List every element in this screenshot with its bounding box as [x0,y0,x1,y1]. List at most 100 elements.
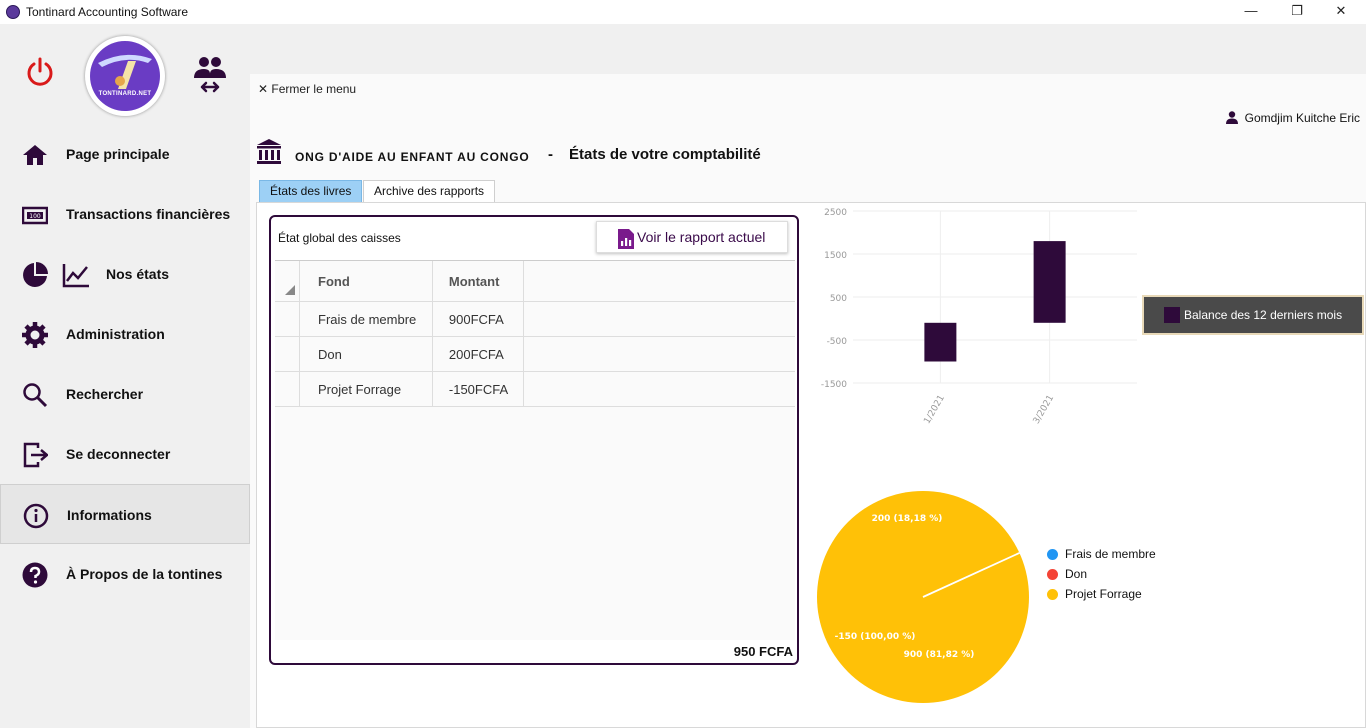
user-name: Gomdjim Kuitche Eric [1244,111,1360,125]
y-tick-label: -500 [827,337,848,347]
pie-chart-legend: Frais de membre Don Projet Forrage [1047,547,1156,607]
y-tick-label: 1500 [824,251,847,261]
sidebar-item-label: Administration [66,326,165,342]
legend-item[interactable]: Projet Forrage [1047,587,1156,607]
funds-pie-chart: 900 (81,82 %) 200 (18,18 %) -150 (100,00 %… [817,491,1029,703]
organization-name: ONG D'AIDE AU ENFANT AU CONGO [295,150,530,164]
switch-users-icon[interactable] [192,54,228,94]
cell-montant[interactable]: 200FCFA [432,336,524,372]
app-icon [6,5,20,19]
table-row[interactable]: Frais de membre 900FCFA [275,301,795,337]
sidebar-item-label: Transactions financières [66,206,231,222]
legend-swatch [1164,307,1180,323]
caisses-grid: Fond Montant Frais de membre 900FCFA [275,260,795,640]
title-bar: Tontinard Accounting Software — ❐ ✕ [0,0,1366,24]
cell-montant[interactable]: 900FCFA [432,301,524,337]
search-icon [23,383,48,408]
heading-separator: - [548,146,553,163]
grid-header-row: Fond Montant [275,261,795,302]
view-report-label: Voir le rapport actuel [637,229,766,245]
row-selector[interactable] [275,371,300,407]
legend-label: Frais de membre [1065,547,1156,561]
pie-chart-icon [23,262,48,287]
sidebar-item-a-propos[interactable]: À Propos de la tontines [0,544,250,604]
main-content: ✕ Fermer le menu Gomdjim Kuitche Eric ON… [250,74,1366,728]
cell-fond[interactable]: Projet Forrage [299,371,433,407]
report-icon [618,229,634,249]
banknote-icon: 100 [22,206,48,225]
cell-montant[interactable]: -150FCFA [432,371,524,407]
pie-slice-divider [922,552,1020,598]
select-all-cell[interactable] [275,261,300,302]
sidebar-item-label: Se deconnecter [66,446,171,462]
bar [924,322,957,362]
window-title: Tontinard Accounting Software [26,5,189,19]
sidebar-item-transactions[interactable]: 100 Transactions financières [0,184,250,244]
cell-fond[interactable]: Don [299,336,433,372]
sidebar-item-page-principale[interactable]: Page principale [0,124,250,184]
caisses-panel: État global des caisses Voir le rapport … [269,215,799,665]
tab-archive-des-rapports[interactable]: Archive des rapports [363,180,496,202]
x-tick-label: 3/2021 [1032,394,1056,426]
logout-icon [23,442,48,468]
cell-fond[interactable]: Frais de membre [299,301,433,337]
line-chart-icon [62,264,89,288]
table-row[interactable]: Projet Forrage -150FCFA [275,371,795,407]
row-selector[interactable] [275,301,300,337]
x-tick-label: 1/2021 [922,394,946,426]
minimize-button[interactable]: — [1244,3,1258,18]
sidebar-item-label: À Propos de la tontines [66,566,223,582]
close-button[interactable]: ✕ [1335,3,1347,18]
user-icon [1226,111,1239,124]
sidebar: TONTINARD.NET Page principale 100 Transa… [0,24,250,728]
sidebar-item-label: Informations [67,507,152,523]
bar-chart-legend[interactable]: Balance des 12 derniers mois [1142,295,1364,335]
tab-content: État global des caisses Voir le rapport … [256,202,1366,728]
sidebar-item-label: Nos états [106,266,170,282]
row-selector[interactable] [275,336,300,372]
close-menu-label: Fermer le menu [271,82,357,96]
y-tick-label: 500 [830,294,847,304]
legend-dot [1047,549,1058,560]
bar [1033,241,1066,323]
maximize-button[interactable]: ❐ [1291,3,1303,18]
sidebar-item-se-deconnecter[interactable]: Se deconnecter [0,424,250,484]
legend-label: Balance des 12 derniers mois [1184,308,1343,322]
logo-emblem-icon [98,54,152,89]
legend-item[interactable]: Don [1047,567,1156,587]
sidebar-item-informations[interactable]: Informations [0,484,250,544]
column-header-filler [523,261,795,302]
caisses-title: État global des caisses [278,231,401,245]
tab-etats-des-livres[interactable]: États des livres [259,180,363,202]
legend-label: Don [1065,567,1088,581]
sidebar-item-label: Page principale [66,146,170,162]
view-report-button[interactable]: Voir le rapport actuel [596,221,788,253]
cell-filler [523,301,795,337]
y-tick-label: -1500 [821,380,847,390]
sidebar-item-administration[interactable]: Administration [0,304,250,364]
app-logo: TONTINARD.NET [85,36,165,116]
column-header-fond[interactable]: Fond [299,261,433,302]
sidebar-item-rechercher[interactable]: Rechercher [0,364,250,424]
bank-icon [257,139,281,164]
legend-dot [1047,569,1058,580]
user-info: Gomdjim Kuitche Eric [1226,111,1360,125]
pie-data-label: -150 (100,00 %) [835,632,916,642]
legend-item[interactable]: Frais de membre [1047,547,1156,567]
total-amount: 950 FCFA [733,644,793,659]
cell-filler [523,371,795,407]
table-row[interactable]: Don 200FCFA [275,336,795,372]
page-title: États de votre comptabilité [569,146,761,163]
legend-label: Projet Forrage [1065,587,1142,601]
sidebar-item-nos-etats[interactable]: Nos états [0,244,250,304]
help-icon [22,562,48,588]
svg-text:100: 100 [29,213,41,220]
close-menu-link[interactable]: ✕ Fermer le menu [258,82,356,96]
pie-data-label: 900 (81,82 %) [904,650,975,660]
logo-text: TONTINARD.NET [98,91,152,97]
gear-icon [22,322,48,348]
sidebar-item-label: Rechercher [66,386,144,402]
column-header-montant[interactable]: Montant [432,261,524,302]
power-icon[interactable] [24,56,56,88]
info-icon [23,503,49,529]
